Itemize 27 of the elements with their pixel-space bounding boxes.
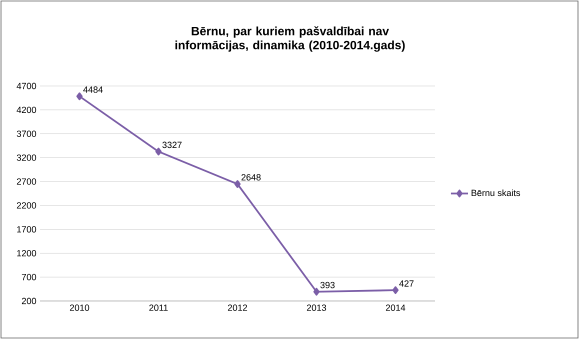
y-tick-label: 4200	[16, 106, 36, 114]
y-tick-label: 1200	[17, 250, 36, 256]
chart-title: Bērnu, par kuriem pašvaldībai nav informācijas, dinamika (2010-2014.gads)	[175, 26, 405, 52]
point	[76, 92, 83, 100]
data-label: 3327	[162, 142, 182, 148]
x-tick-label: 2012	[228, 304, 248, 311]
point	[155, 148, 162, 156]
x-tick-label: 2010	[70, 304, 90, 311]
y-tick-label: 4700	[16, 82, 36, 90]
x-tick-label: 2013	[306, 304, 326, 311]
point	[234, 180, 241, 188]
y-tick-label: 2700	[16, 178, 36, 185]
y-tick-label: 200	[22, 298, 36, 304]
x-tick-label: 2014	[386, 304, 406, 311]
point	[392, 286, 399, 294]
y-tick-label: 2200	[16, 202, 36, 209]
y-tick-label: 700	[22, 274, 36, 280]
data-label: 393	[320, 282, 335, 288]
x-tick-label: 2011	[149, 304, 168, 311]
y-tick-label: 3700	[16, 130, 36, 137]
data-label: 4484	[83, 86, 103, 93]
legend-label: Bērnu skaits	[472, 189, 520, 196]
data-label: 2648	[241, 174, 261, 181]
y-tick-label: 3200	[16, 154, 36, 161]
data-label: 427	[399, 280, 414, 287]
point	[313, 288, 320, 296]
y-tick-label: 1700	[17, 226, 36, 233]
